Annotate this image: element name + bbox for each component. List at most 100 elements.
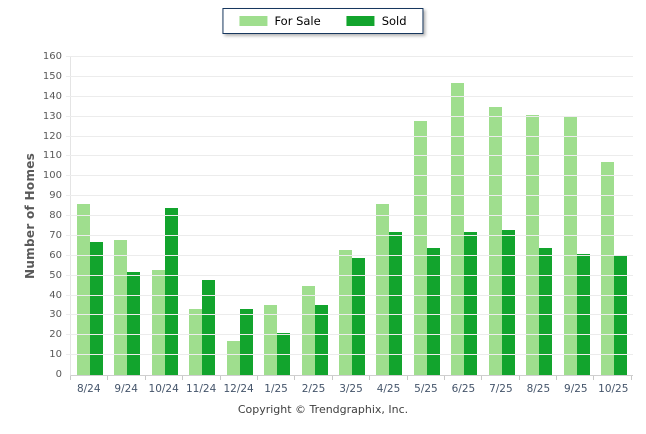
y-tick-label: 160 bbox=[42, 51, 62, 62]
bar-for-sale bbox=[151, 269, 165, 375]
x-tick-label: 3/25 bbox=[339, 383, 363, 395]
for-sale-swatch bbox=[239, 16, 268, 26]
x-tickmark bbox=[331, 376, 333, 380]
bar-group bbox=[71, 57, 108, 375]
x-tick-label: 12/24 bbox=[223, 383, 254, 395]
x-tickmark bbox=[630, 376, 632, 380]
bar-sold bbox=[127, 271, 141, 375]
x-tickmark bbox=[481, 376, 483, 380]
bar-for-sale bbox=[226, 341, 240, 375]
plot-area bbox=[66, 56, 633, 376]
x-axis-labels: 8/24 9/24 10/24 11/24 12/24 1/25 2/25 3/25 4/25 5… bbox=[70, 383, 632, 395]
y-tick-label: 10 bbox=[49, 349, 62, 361]
x-tick-label: 10/25 bbox=[598, 383, 629, 395]
gridline bbox=[66, 75, 633, 77]
bar-sold bbox=[352, 257, 366, 375]
y-tick-label: 130 bbox=[42, 110, 62, 122]
gridline bbox=[66, 115, 633, 117]
gridline bbox=[66, 215, 633, 216]
gridline bbox=[66, 254, 633, 256]
bar-sold bbox=[464, 231, 478, 375]
y-tick-label: 110 bbox=[42, 150, 62, 162]
y-tick-label: 60 bbox=[49, 249, 62, 261]
bar-sold bbox=[539, 247, 553, 375]
bar-group bbox=[371, 57, 408, 375]
gridline bbox=[66, 155, 633, 157]
bar-groups bbox=[71, 57, 633, 375]
x-tickmark bbox=[182, 376, 184, 380]
bar-sold bbox=[614, 255, 628, 375]
x-axis-tickmarks bbox=[70, 376, 632, 381]
gridline bbox=[66, 314, 633, 316]
x-tickmark bbox=[219, 376, 221, 380]
x-tickmark bbox=[406, 376, 408, 380]
bar-group bbox=[221, 57, 258, 375]
bar-group bbox=[333, 57, 370, 375]
x-tick-label: 9/24 bbox=[114, 383, 138, 395]
bar-group bbox=[146, 57, 183, 375]
y-tick-label: 70 bbox=[49, 229, 62, 241]
x-tickmark bbox=[70, 376, 71, 380]
x-tick-label: 8/25 bbox=[526, 383, 551, 395]
gridline bbox=[66, 56, 633, 57]
bar-for-sale bbox=[76, 204, 90, 375]
y-tick-label: 140 bbox=[42, 90, 62, 102]
gridline bbox=[66, 234, 633, 236]
x-tick-label: 1/25 bbox=[264, 383, 288, 395]
gridline bbox=[66, 175, 633, 177]
x-tickmark bbox=[443, 376, 445, 380]
x-tick-label: 6/25 bbox=[451, 383, 476, 395]
y-tick-label: 80 bbox=[49, 210, 62, 221]
y-tick-label: 120 bbox=[42, 130, 62, 142]
bar-group bbox=[521, 57, 558, 375]
gridline bbox=[66, 135, 633, 137]
bar-sold bbox=[239, 309, 253, 375]
y-tick-label: 0 bbox=[55, 369, 62, 380]
gridline bbox=[66, 334, 633, 336]
copyright-text: Copyright © Trendgraphix, Inc. bbox=[237, 403, 409, 416]
bar-for-sale bbox=[339, 249, 353, 375]
bar-for-sale bbox=[451, 82, 465, 375]
legend-item-for-sale: For Sale bbox=[239, 14, 321, 28]
bar-sold bbox=[389, 231, 403, 375]
gridline bbox=[66, 354, 633, 356]
gridline bbox=[66, 274, 633, 276]
bar-for-sale bbox=[563, 116, 577, 375]
bar-for-sale bbox=[526, 114, 540, 375]
gridline bbox=[66, 95, 633, 97]
y-tick-label: 100 bbox=[42, 170, 62, 182]
bar-for-sale bbox=[301, 285, 315, 375]
bar-group bbox=[446, 57, 483, 375]
y-tick-label: 40 bbox=[49, 289, 62, 301]
x-tickmark bbox=[518, 376, 520, 380]
x-tickmark bbox=[556, 376, 558, 380]
y-tick-label: 150 bbox=[42, 70, 62, 82]
x-tick-label: 4/25 bbox=[376, 383, 401, 395]
bar-for-sale bbox=[413, 120, 427, 375]
bar-for-sale bbox=[114, 239, 128, 375]
x-tickmark bbox=[144, 376, 146, 380]
x-tick-label: 11/24 bbox=[186, 383, 217, 395]
x-tick-label: 9/25 bbox=[564, 383, 588, 395]
bar-for-sale bbox=[488, 106, 502, 375]
x-tickmark bbox=[369, 376, 371, 380]
bar-for-sale bbox=[376, 204, 390, 375]
y-tick-label: 30 bbox=[49, 309, 62, 321]
bar-group bbox=[296, 57, 333, 375]
x-tickmark bbox=[107, 376, 109, 380]
bar-group bbox=[483, 57, 520, 375]
gridline bbox=[66, 294, 633, 296]
x-tick-label: 8/24 bbox=[76, 383, 101, 395]
bar-group bbox=[183, 57, 220, 375]
bar-group bbox=[258, 57, 295, 375]
bar-sold bbox=[501, 229, 515, 375]
legend-item-sold: Sold bbox=[346, 14, 407, 28]
x-tickmark bbox=[294, 376, 296, 380]
x-tick-label: 5/25 bbox=[414, 383, 438, 395]
bar-sold bbox=[164, 208, 178, 375]
gridline bbox=[66, 195, 633, 197]
y-tick-label: 50 bbox=[49, 269, 62, 281]
bar-group bbox=[596, 57, 633, 375]
bar-sold bbox=[314, 305, 328, 375]
